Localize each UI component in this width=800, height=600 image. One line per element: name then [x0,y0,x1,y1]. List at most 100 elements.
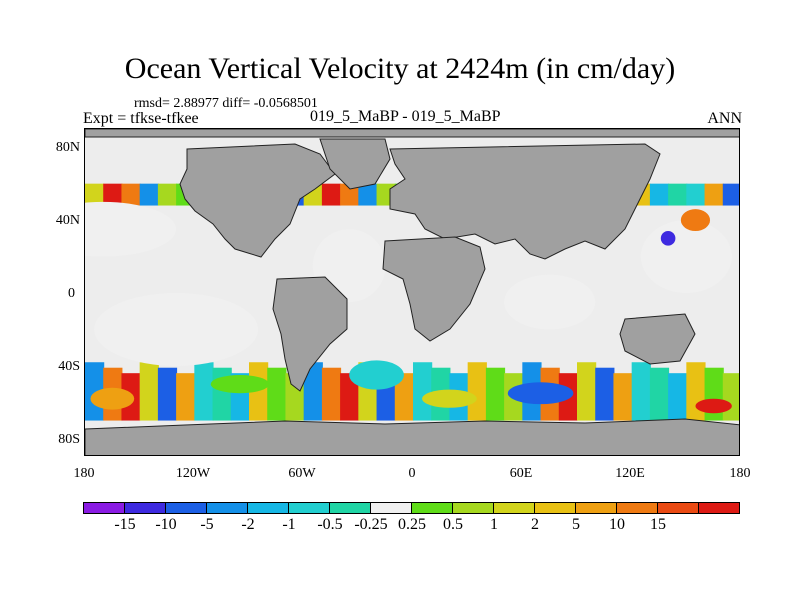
lat-tick-0: 0 [68,286,75,301]
west-pacific-blank [640,220,732,293]
eurasia-land [389,143,661,260]
northern-band-cell [103,183,123,206]
northern-band-cell [121,183,141,206]
southern-ocean-cell [267,367,287,421]
southern-ocean-cell [176,373,196,421]
colorbar-swatch [534,502,576,514]
north-pacific-blank [85,201,177,257]
colorbar-tick-label: 0.5 [443,516,463,533]
southern-ocean-blue-1 [507,382,574,405]
lon-tick-60w: 60W [288,466,316,481]
colorbar-swatch [616,502,658,514]
lat-tick-40s: 40S [58,359,80,374]
southern-ocean-red-1 [695,398,732,414]
colorbar-tick-label: 1 [490,516,498,533]
southern-ocean-cell [722,373,739,421]
kuroshio-orange [680,209,711,232]
colorbar-tick-label: -10 [155,516,177,533]
colorbar-swatch [698,502,740,514]
colorbar-swatch [411,502,453,514]
colorbar-swatch [247,502,289,514]
experiment-label: Expt = tfkse-tfkee [83,110,199,127]
colorbar-swatch [288,502,330,514]
southern-ocean-cell [139,362,159,421]
southern-ocean-cell [595,367,615,421]
colorbar-tick-label: -5 [200,516,214,533]
colorbar [83,502,740,514]
southern-ocean-cell [413,362,433,421]
southern-ocean-cell [649,367,670,421]
south-america-land [272,276,348,392]
colorbar-swatch [657,502,699,514]
south-pacific-blank [94,293,259,366]
map-panel [84,128,740,456]
southern-ocean-cyan-1 [349,360,404,390]
colorbar-tick-label: -2 [241,516,255,533]
indian-blank [504,274,596,330]
arctic-land [85,129,739,138]
lon-tick-120w: 120W [175,466,211,481]
northern-band-cell [139,183,159,206]
lat-tick-40n: 40N [55,213,80,228]
southern-ocean-yellow-1 [422,389,477,408]
colorbar-swatch [83,502,125,514]
southern-ocean-cell [577,362,597,421]
southern-ocean-green-1 [210,375,270,394]
southern-ocean-cell [340,373,360,421]
colorbar-tick-label: 10 [609,516,625,533]
colorbar-tick-label: -1 [282,516,296,533]
southern-ocean-orange-1 [90,387,135,410]
southern-ocean-cell [485,367,506,421]
northern-band-cell [157,183,178,206]
colorbar-swatch [165,502,207,514]
southern-ocean-cell [631,362,651,421]
northern-band-cell [358,183,378,206]
colorbar-swatch [206,502,248,514]
comparison-label: 019_5_MaBP - 019_5_MaBP [310,108,501,125]
lon-tick-180w: 180 [73,466,95,481]
southern-ocean-cell [668,373,688,421]
colorbar-swatch [329,502,371,514]
colorbar-swatch [452,502,494,514]
land-layer [85,129,739,455]
northern-band-cell [704,183,724,206]
southern-ocean-cell [157,367,178,421]
northern-band-cell [321,183,342,206]
southern-ocean-cell [467,362,487,421]
colorbar-tick-label: 15 [650,516,666,533]
colorbar-tick-label: -15 [114,516,136,533]
northern-band-cell [668,183,688,206]
lat-tick-80s: 80S [58,432,80,447]
southern-ocean-cell [394,373,414,421]
kuroshio-blue [660,231,676,246]
africa-land [382,236,486,342]
lon-tick-120e: 120E [615,466,645,481]
colorbar-swatch [370,502,412,514]
northern-band-cell [649,183,670,206]
southern-ocean-cell [613,373,633,421]
antarctica-land [85,418,739,455]
colorbar-tick-label: 5 [572,516,580,533]
northern-band-cell [340,183,360,206]
southern-ocean-cell [194,362,214,421]
map-plot [85,129,739,455]
lat-tick-80n: 80N [55,140,80,155]
colorbar-tick-label: -0.25 [354,516,388,533]
colorbar-swatch [493,502,535,514]
northern-band-cell [686,183,706,206]
northern-band-cell [85,183,105,206]
southern-ocean-cell [686,362,706,421]
colorbar-tick-label: 2 [531,516,539,533]
greenland-land [319,138,391,190]
colorbar-swatch [575,502,617,514]
stats-label: rmsd= 2.88977 diff= -0.0568501 [134,96,318,111]
season-label: ANN [707,110,742,127]
chart-title: Ocean Vertical Velocity at 2424m (in cm/… [124,52,676,85]
lon-tick-0: 0 [408,466,416,481]
southern-ocean-cell [321,367,342,421]
southern-ocean-cell [303,362,323,421]
lon-tick-180e: 180 [729,466,751,481]
australia-land [619,313,696,365]
southern-ocean-cell [212,367,232,421]
lon-tick-60e: 60E [509,466,533,481]
